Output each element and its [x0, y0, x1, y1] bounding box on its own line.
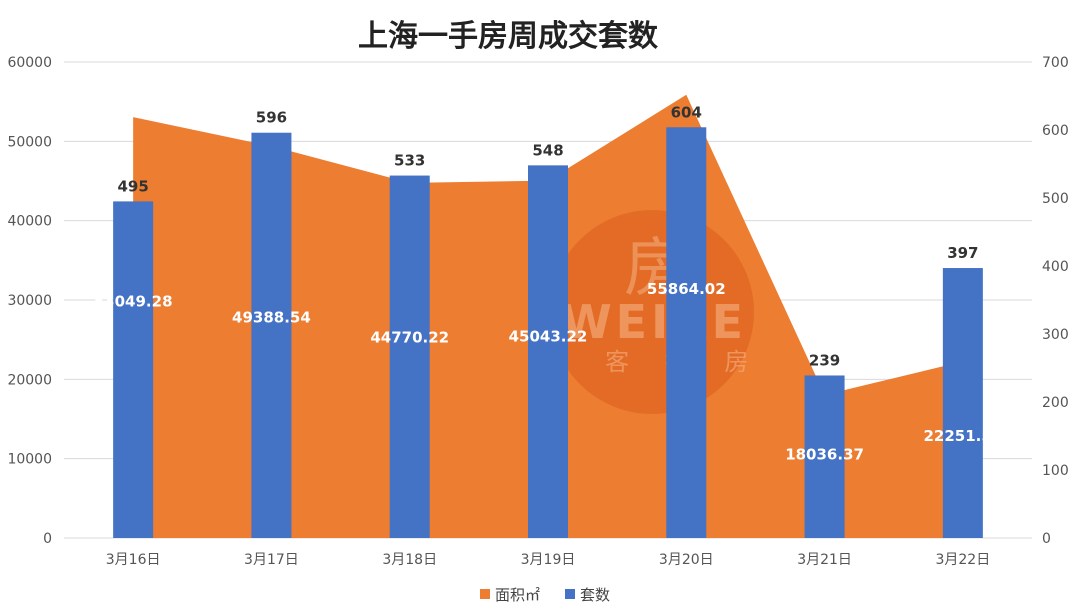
y-left-tick-label: 20000: [7, 372, 52, 388]
legend: 面积㎡ 套数: [480, 586, 610, 604]
watermark-text-cn: 为 客 找 房: [546, 348, 763, 376]
bar: [804, 375, 845, 538]
y-left-tick-label: 50000: [7, 134, 52, 150]
bar-series: [113, 127, 983, 539]
area-value-label: 45043.22: [509, 327, 588, 345]
legend-label: 套数: [580, 586, 610, 604]
legend-swatch: [480, 589, 490, 599]
x-category-label: 3月16日: [106, 552, 161, 568]
legend-swatch: [565, 589, 575, 599]
legend-label: 面积㎡: [495, 586, 540, 604]
x-category-label: 3月21日: [797, 552, 852, 568]
watermark-text-en: WEIRE: [561, 295, 747, 349]
y-right-tick-label: 700: [1042, 55, 1069, 71]
bar: [113, 201, 154, 538]
area-value-label: 44770.22: [370, 329, 449, 347]
bar: [251, 132, 292, 538]
area-value-label: 55864.02: [647, 280, 726, 298]
y-right-tick-label: 200: [1042, 395, 1069, 411]
y-right-tick-label: 500: [1042, 191, 1069, 207]
y-right-tick-label: 100: [1042, 463, 1069, 479]
bar-value-label: 397: [947, 244, 978, 262]
y-left-tick-label: 40000: [7, 214, 52, 230]
y-axis-left: 0 10000 20000 30000 40000 50000 60000: [7, 55, 52, 547]
area-value-label: 53049.28: [94, 293, 173, 311]
y-right-tick-label: 300: [1042, 327, 1069, 343]
bar-value-label: 548: [532, 141, 563, 159]
area-value-label: 18036.37: [785, 445, 864, 463]
x-category-label: 3月19日: [521, 552, 576, 568]
data-labels: 495 596 533 548 604 239 397 53049.28 49388.54 447…: [94, 103, 1002, 463]
y-axis-right: 0 100 200 300 400 500 600 700: [1042, 55, 1069, 547]
chart-title: 上海一手房周成交套数: [358, 19, 659, 54]
x-category-label: 3月17日: [244, 552, 299, 568]
y-left-tick-label: 0: [43, 531, 52, 547]
bar-value-label: 533: [394, 152, 425, 170]
area-value-label: 22251.54: [923, 427, 1002, 445]
bar-value-label: 239: [809, 351, 840, 369]
bar: [942, 268, 983, 538]
bar-value-label: 596: [256, 109, 287, 127]
y-left-tick-label: 30000: [7, 293, 52, 309]
bar-value-label: 604: [671, 103, 702, 121]
y-left-tick-label: 60000: [7, 55, 52, 71]
y-left-tick-label: 10000: [7, 452, 52, 468]
bar: [666, 127, 707, 538]
x-category-label: 3月20日: [659, 552, 714, 568]
x-category-label: 3月22日: [935, 552, 990, 568]
bar: [389, 175, 430, 538]
x-category-label: 3月18日: [382, 552, 437, 568]
bar: [528, 165, 568, 539]
y-right-tick-label: 600: [1042, 123, 1069, 139]
x-axis: 3月16日 3月17日 3月18日 3月19日 3月20日 3月21日 3月22日: [106, 552, 990, 568]
area-value-label: 49388.54: [232, 309, 311, 327]
bar-value-label: 495: [117, 177, 148, 195]
y-right-tick-label: 0: [1042, 531, 1051, 547]
y-right-tick-label: 400: [1042, 259, 1069, 275]
